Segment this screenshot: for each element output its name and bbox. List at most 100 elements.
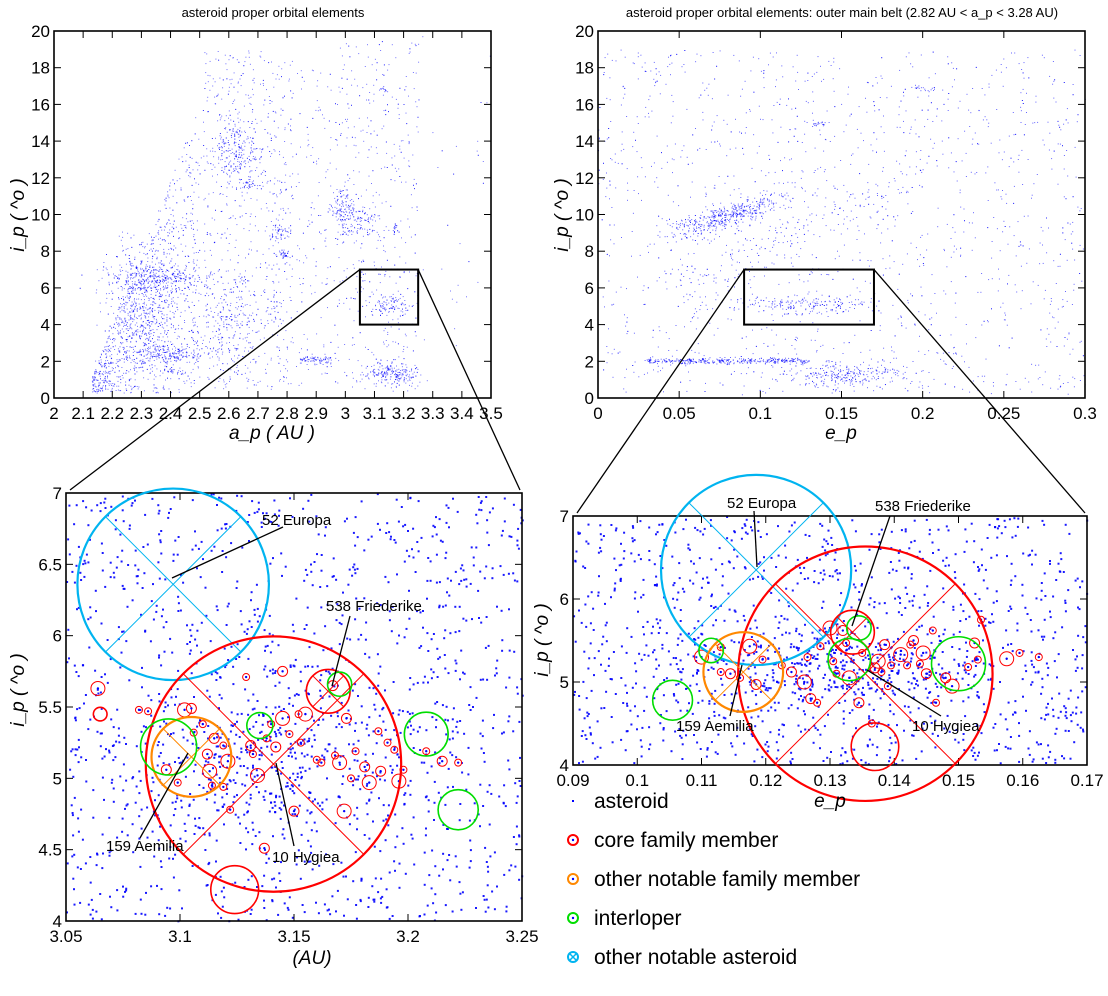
- asteroid-point: [325, 177, 327, 179]
- asteroid-point: [364, 66, 366, 67]
- asteroid-point: [149, 265, 151, 267]
- asteroid-point: [378, 380, 379, 382]
- asteroid-point: [395, 227, 397, 228]
- asteroid-point: [270, 388, 272, 390]
- asteroid-point: [96, 289, 98, 291]
- asteroid-point: [405, 374, 407, 376]
- asteroid-point: [323, 359, 325, 361]
- asteroid-point: [290, 232, 292, 234]
- asteroid-point: [346, 93, 348, 95]
- asteroid-point: [143, 312, 145, 314]
- asteroid-point: [118, 277, 120, 279]
- asteroid-point: [384, 308, 385, 310]
- asteroid-point: [408, 165, 410, 167]
- asteroid-point: [325, 245, 327, 247]
- asteroid-point: [193, 325, 195, 327]
- asteroid-point: [102, 365, 104, 367]
- asteroid-point: [289, 257, 291, 259]
- asteroid-point: [184, 348, 186, 350]
- asteroid-point: [395, 299, 397, 301]
- asteroid-point: [94, 376, 96, 378]
- asteroid-point: [405, 378, 407, 380]
- asteroid-point: [389, 276, 391, 278]
- asteroid-point: [480, 102, 482, 103]
- asteroid-point: [167, 345, 168, 347]
- asteroid-point: [403, 104, 405, 105]
- asteroid-point: [121, 337, 123, 339]
- asteroid-point: [254, 131, 256, 133]
- asteroid-point: [342, 220, 344, 222]
- asteroid-point: [166, 276, 168, 278]
- asteroid-point: [383, 373, 385, 374]
- asteroid-point: [312, 147, 314, 149]
- asteroid-point: [164, 301, 166, 303]
- asteroid-point: [165, 302, 167, 304]
- asteroid-point: [106, 340, 108, 342]
- asteroid-point: [209, 249, 211, 251]
- asteroid-point: [100, 353, 102, 355]
- asteroid-point: [173, 235, 174, 237]
- asteroid-point: [188, 262, 190, 263]
- asteroid-point: [383, 245, 384, 247]
- asteroid-point: [223, 141, 225, 142]
- asteroid-point: [215, 58, 217, 60]
- asteroid-point: [119, 324, 121, 326]
- asteroid-point: [219, 378, 221, 379]
- asteroid-point: [408, 142, 410, 143]
- asteroid-point: [170, 278, 172, 280]
- asteroid-point: [152, 308, 154, 310]
- asteroid-point: [173, 245, 175, 247]
- asteroid-point: [165, 295, 167, 297]
- asteroid-point: [138, 298, 140, 300]
- asteroid-point: [95, 360, 97, 362]
- asteroid-point: [163, 346, 165, 348]
- asteroid-point: [303, 334, 305, 335]
- asteroid-point: [183, 380, 185, 382]
- asteroid-point: [145, 322, 147, 324]
- asteroid-point: [222, 351, 224, 353]
- asteroid-point: [105, 366, 107, 368]
- asteroid-point: [301, 360, 303, 362]
- asteroid-point: [399, 374, 401, 376]
- asteroid-point: [152, 390, 154, 392]
- asteroid-point: [273, 321, 275, 323]
- asteroid-point: [165, 200, 167, 202]
- asteroid-point: [145, 358, 147, 359]
- asteroid-point: [255, 331, 257, 333]
- asteroid-point: [264, 325, 266, 327]
- asteroid-point: [163, 327, 165, 329]
- asteroid-point: [251, 185, 253, 187]
- asteroid-point: [177, 335, 179, 337]
- asteroid-point: [197, 366, 199, 368]
- asteroid-point: [329, 204, 331, 205]
- asteroid-point: [196, 354, 198, 356]
- asteroid-point: [158, 323, 160, 325]
- asteroid-point: [279, 291, 281, 293]
- asteroid-point: [405, 364, 407, 366]
- asteroid-point: [390, 366, 392, 368]
- asteroid-point: [126, 357, 128, 359]
- asteroid-point: [352, 372, 353, 374]
- asteroid-point: [395, 385, 397, 387]
- asteroid-point: [220, 369, 222, 371]
- asteroid-point: [230, 160, 232, 162]
- asteroid-point: [223, 388, 225, 390]
- asteroid-point: [341, 223, 343, 225]
- asteroid-point: [325, 357, 327, 359]
- asteroid-point: [191, 220, 193, 222]
- asteroid-point: [96, 370, 97, 372]
- asteroid-point: [126, 341, 128, 343]
- asteroid-point: [251, 149, 253, 151]
- asteroid-point: [245, 286, 247, 288]
- asteroid-point: [412, 376, 414, 378]
- asteroid-point: [211, 293, 213, 295]
- asteroid-point: [101, 365, 102, 367]
- asteroid-point: [399, 148, 401, 150]
- asteroid-point: [317, 80, 319, 82]
- asteroid-point: [397, 322, 399, 324]
- asteroid-point: [183, 355, 185, 357]
- asteroid-point: [161, 301, 163, 303]
- asteroid-point: [170, 368, 171, 370]
- asteroid-point: [282, 234, 284, 236]
- asteroid-point: [237, 348, 239, 350]
